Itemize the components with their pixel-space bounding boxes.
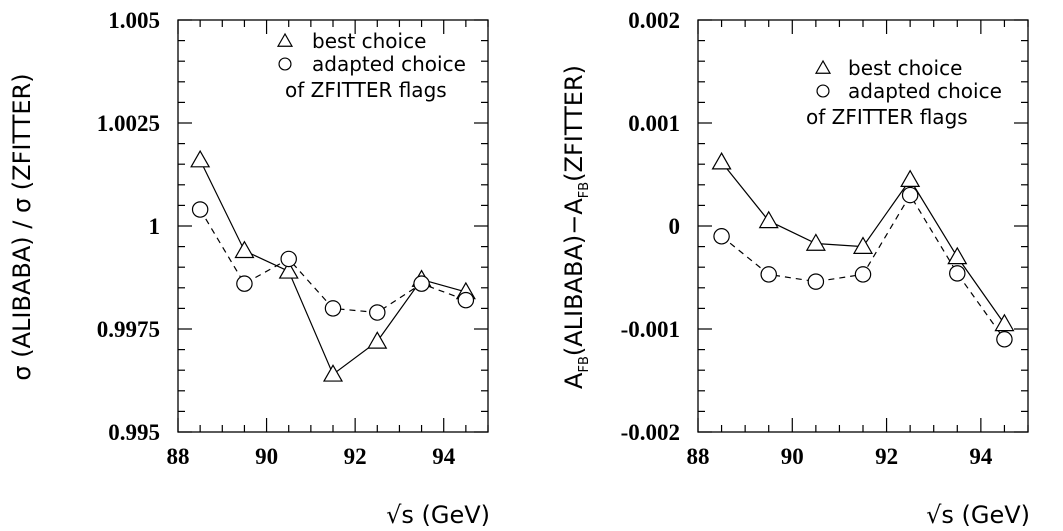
right-legend-label: best choice	[848, 56, 962, 80]
right-point-adapted-choice	[854, 266, 872, 283]
right-point-best-choice	[852, 236, 874, 254]
left-y-tick-label: 1.005	[108, 8, 160, 33]
right-x-tick-label: 90	[781, 444, 804, 469]
left-point-best-choice	[278, 261, 299, 279]
right-point-best-choice	[805, 233, 826, 251]
right-legend-label: of ZFITTER flags	[806, 105, 968, 129]
right-y-axis-title: AFB(ALIBABA)−AFB(ZFITTER)	[560, 65, 592, 389]
right-y-axis-title-part: FB	[577, 356, 592, 372]
right-x-axis-title: √s (GeV)	[926, 501, 1030, 529]
left-series-line-adapted-choice	[199, 209, 467, 314]
left-point-best-choice	[234, 240, 255, 259]
right-point-adapted-choice	[760, 266, 777, 283]
left-y-tick-label: 1	[149, 214, 161, 239]
left-x-tick-label: 94	[432, 444, 456, 469]
left-point-adapted-choice	[413, 275, 430, 292]
left-x-axis-title: √s (GeV)	[386, 501, 490, 529]
right-point-adapted-choice	[807, 273, 825, 290]
left-series-line-best-choice	[199, 159, 467, 376]
right-point-best-choice	[994, 313, 1015, 332]
left-point-adapted-choice	[369, 304, 386, 321]
right-plot: 88 90 92 94 -0.002 -0.001 0 0.001 0.002 √s (GeV) A…	[560, 8, 1030, 529]
right-y-tick-label: 0	[669, 214, 681, 239]
left-legend-label: adapted choice	[312, 52, 466, 76]
right-y-tick-label: 0.002	[628, 8, 680, 33]
left-legend-label: of ZFITTER flags	[285, 78, 447, 102]
left-plot: 88 90 92 94 0.995 0.9975 1 1.0025 1.005 √s (GeV) σ…	[8, 8, 490, 529]
right-point-adapted-choice	[713, 228, 730, 245]
right-x-tick-label: 92	[875, 444, 898, 469]
right-point-best-choice	[711, 151, 732, 170]
right-y-tick-label: -0.002	[621, 420, 680, 445]
right-y-axis-title-part: FB	[577, 182, 592, 198]
left-point-best-choice	[322, 364, 344, 382]
right-y-axis-title-part: (ALIBABA)−A	[560, 198, 588, 356]
left-y-tick-label: 0.9975	[97, 317, 160, 342]
left-x-tick-label: 90	[255, 444, 278, 469]
right-y-axis-title-part: A	[560, 372, 588, 389]
left-legend-label: best choice	[312, 29, 426, 53]
left-point-adapted-choice	[324, 300, 342, 317]
right-y-axis-title-part: (ZFITTER)	[560, 65, 588, 182]
left-point-best-choice	[190, 149, 211, 168]
right-x-tick-label: 88	[687, 444, 710, 469]
left-y-tick-label: 0.995	[108, 420, 160, 445]
right-point-adapted-choice	[949, 265, 966, 282]
right-legend-triangle-icon	[814, 59, 832, 74]
right-point-adapted-choice	[901, 186, 919, 204]
right-point-best-choice	[758, 210, 779, 229]
left-point-best-choice	[367, 331, 388, 349]
left-legend-triangle-icon	[276, 32, 294, 47]
left-x-tick-label: 88	[167, 444, 190, 469]
left-y-axis-title: σ (ALIBABA) / σ (ZFITTER)	[8, 73, 36, 380]
left-point-adapted-choice	[280, 250, 297, 268]
left-point-adapted-choice	[236, 275, 253, 292]
right-point-best-choice	[900, 169, 921, 187]
left-legend-circle-icon	[278, 57, 292, 71]
right-y-tick-label: 0.001	[628, 111, 680, 136]
right-legend-circle-icon	[816, 84, 830, 98]
right-x-tick-label: 94	[969, 444, 993, 469]
left-x-tick-label: 92	[344, 444, 367, 469]
right-y-tick-label: -0.001	[621, 317, 680, 342]
right-point-adapted-choice	[996, 331, 1013, 348]
right-point-best-choice	[947, 246, 968, 265]
right-legend-label: adapted choice	[848, 79, 1002, 103]
left-point-adapted-choice	[457, 291, 475, 309]
left-y-tick-label: 1.0025	[97, 111, 160, 136]
left-point-adapted-choice	[191, 201, 209, 218]
